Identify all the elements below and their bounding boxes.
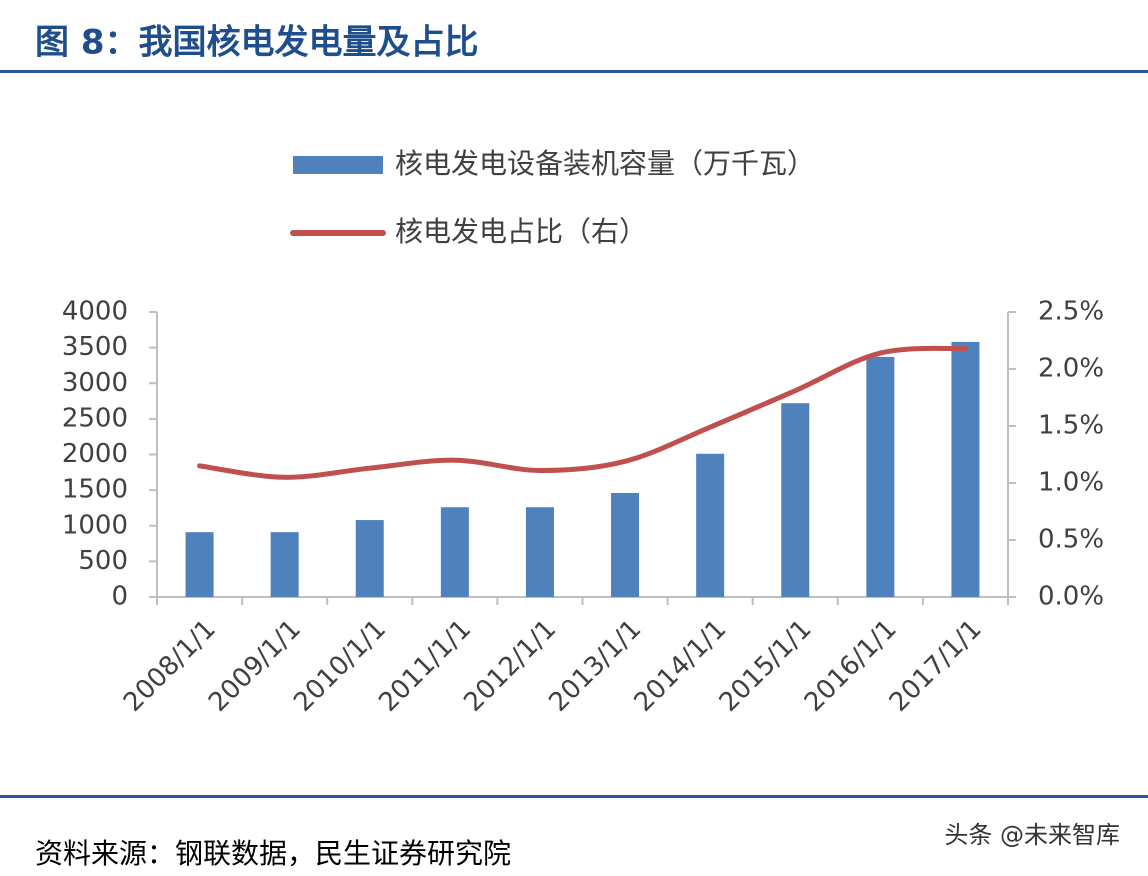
bar (866, 356, 895, 597)
x-tick-label: 2009/1/1 (203, 614, 307, 718)
legend-swatch (293, 156, 383, 174)
x-tick-label: 2014/1/1 (629, 614, 733, 718)
bar (440, 507, 469, 597)
footer-rule (0, 795, 1148, 798)
bar (525, 507, 554, 597)
y-tick-label: 3000 (62, 368, 128, 398)
x-tick-label: 2011/1/1 (373, 614, 477, 718)
bar (270, 532, 299, 597)
legend-label: 核电发电占比（右） (395, 215, 647, 248)
bar (611, 492, 640, 597)
y-tick-label: 1500 (62, 475, 128, 505)
y-tick-label: 0 (111, 582, 128, 612)
line (197, 345, 968, 480)
bar (355, 520, 384, 597)
watermark: 头条 @未来智库 (944, 821, 1120, 849)
y2-tick-label: 0.5% (1038, 525, 1104, 555)
x-tick-label: 2010/1/1 (288, 614, 392, 718)
legend-label: 核电发电设备装机容量（万千瓦） (395, 147, 815, 180)
chart-title: 图 8：我国核电发电量及占比 (35, 23, 479, 63)
bar (951, 341, 980, 597)
source: 资料来源：钢联数据，民生证券研究院 (35, 837, 511, 870)
y2-tick-label: 2.5% (1038, 297, 1104, 327)
title-rule (0, 70, 1148, 73)
bar (696, 453, 725, 597)
x-tick-label: 2016/1/1 (799, 614, 903, 718)
bar (781, 403, 810, 597)
x-tick-label: 2012/1/1 (458, 614, 562, 718)
bar (185, 532, 214, 597)
y-tick-label: 2000 (62, 439, 128, 469)
y2-tick-label: 0.0% (1038, 582, 1104, 612)
y-tick-label: 1000 (62, 510, 128, 540)
y2-tick-label: 2.0% (1038, 354, 1104, 384)
y2-tick-label: 1.0% (1038, 468, 1104, 498)
y-tick-label: 2500 (62, 403, 128, 433)
x-tick-label: 2008/1/1 (118, 614, 222, 718)
x-tick-label: 2017/1/1 (884, 614, 988, 718)
x-tick-label: 2013/1/1 (544, 614, 648, 718)
y-tick-label: 500 (78, 546, 128, 576)
y-tick-label: 3500 (62, 332, 128, 362)
y-tick-label: 4000 (62, 297, 128, 327)
y2-tick-label: 1.5% (1038, 411, 1104, 441)
x-tick-label: 2015/1/1 (714, 614, 818, 718)
